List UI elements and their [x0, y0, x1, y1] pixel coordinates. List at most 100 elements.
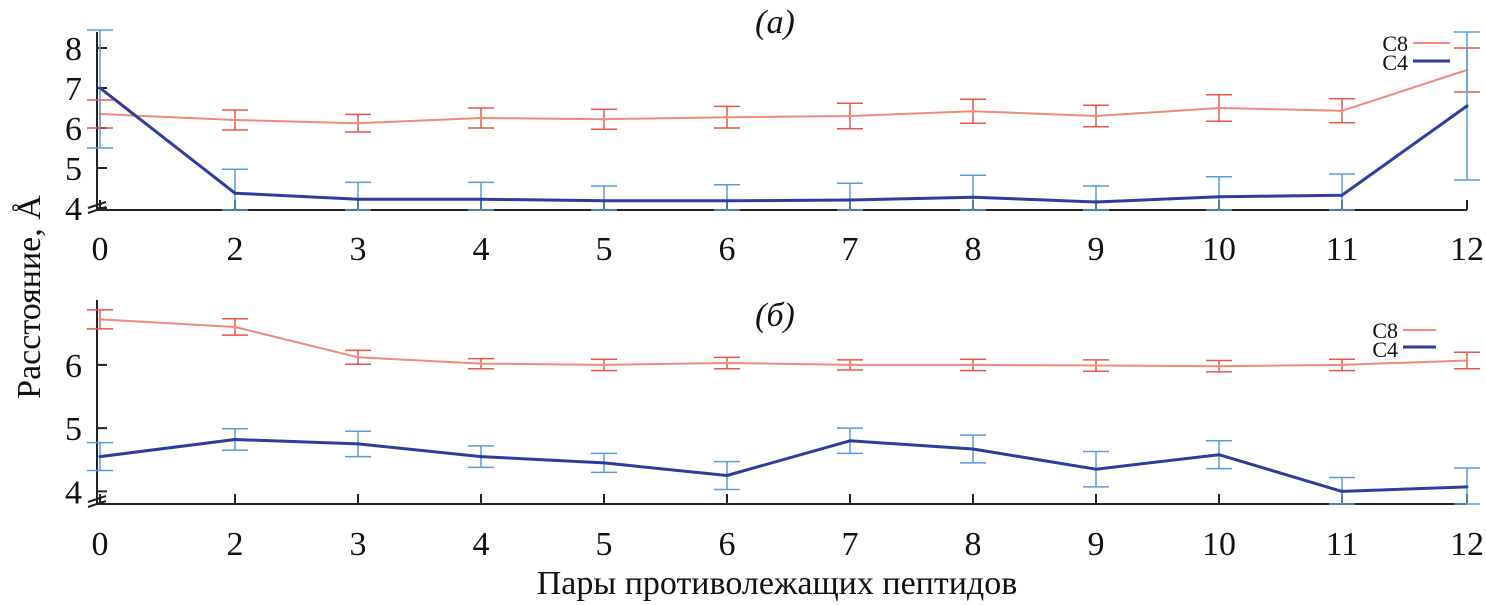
axis-break-marker: [87, 495, 107, 508]
panel-a-legend: C8 C4: [1382, 31, 1450, 75]
series-c8-point: [1217, 106, 1221, 110]
series-c4-point: [233, 438, 237, 441]
series-c4-line: [99, 438, 1468, 493]
series-c4-point: [1217, 453, 1221, 457]
series-c8-point: [233, 325, 237, 329]
x-axis-label: Пары противолежащих пептидов: [537, 565, 1018, 602]
panel-b-axes: 4 5 6: [65, 300, 1468, 511]
x-tick-label: 8: [965, 231, 982, 268]
series-c4-point: [1340, 489, 1344, 493]
series-c4-point: [479, 455, 483, 459]
series-c8-point: [848, 363, 852, 367]
x-tick-label: 8: [965, 526, 982, 563]
series-c8-point: [848, 114, 852, 118]
series-c8-point: [725, 361, 729, 365]
axis-break-stroke: [87, 495, 107, 503]
series-c8-point: [1340, 363, 1344, 367]
series-c4-error-bar: [714, 184, 740, 211]
series-c4-error-bar: [1329, 173, 1355, 211]
x-tick-label: 4: [473, 231, 490, 268]
legend-label-c4: C4: [1382, 50, 1408, 75]
series-c4-line: [99, 86, 1468, 204]
x-tick-label: 4: [473, 526, 490, 563]
series-c8-point: [1465, 359, 1469, 362]
panel-a-title: (а): [755, 4, 795, 41]
series-c8: [87, 309, 1480, 373]
axis-break-stroke: [87, 500, 107, 508]
panel-b-series: [87, 309, 1480, 505]
x-tick-label: 5: [596, 231, 613, 268]
x-tick-label: 10: [1202, 231, 1236, 268]
y-tick-label: 5: [65, 151, 82, 188]
legend-label-c8: C8: [1372, 318, 1398, 343]
series-c8-point: [479, 362, 483, 366]
y-tick-label: 7: [65, 71, 82, 108]
series-c8-point: [356, 121, 360, 125]
panel-b: (б) 4 5 6 C8 C4 0 2 3 4 5 6 7 8 9 10 11 12: [65, 297, 1484, 563]
series-c8-point: [602, 363, 606, 367]
axis-break-stroke: [87, 206, 107, 214]
series-c4-point: [1094, 467, 1098, 471]
series-c4-point: [1217, 195, 1221, 199]
series-c4: [87, 427, 1480, 505]
series-c4-error-bar: [468, 181, 494, 211]
series-c8-point: [971, 109, 975, 113]
y-tick-label: 6: [65, 111, 82, 148]
series-c4-error-bar: [960, 174, 986, 211]
y-tick-label: 6: [65, 348, 82, 385]
x-tick-label: 2: [227, 526, 244, 563]
series-c8-point: [1094, 114, 1098, 118]
series-c4-point: [1465, 485, 1469, 489]
series-c4-point: [725, 199, 729, 203]
series-c8-line: [99, 69, 1468, 125]
series-c4-point: [356, 197, 360, 201]
x-tick-label: 10: [1202, 526, 1236, 563]
x-tick-label: 0: [92, 526, 109, 563]
series-c4-error-bar: [1083, 185, 1109, 211]
series-c4-point: [233, 191, 237, 195]
series-c4-point: [1094, 200, 1098, 204]
y-tick-label: 8: [65, 31, 82, 68]
series-c8-point: [971, 363, 975, 367]
x-tick-label: 5: [596, 526, 613, 563]
series-c4-point: [98, 455, 102, 459]
series-c4-error-bar: [837, 182, 863, 211]
series-c4-point: [1465, 104, 1469, 108]
x-tick-label: 11: [1326, 231, 1359, 268]
series-c8-point: [1217, 364, 1221, 368]
series-c8: [87, 47, 1480, 133]
series-c8-point: [356, 355, 360, 359]
legend-label-c4: C4: [1372, 337, 1398, 362]
series-c4-point: [725, 474, 729, 477]
series-c8-point: [1094, 364, 1098, 367]
x-tick-label: 12: [1450, 526, 1484, 563]
panel-a-series: [87, 29, 1480, 211]
series-c8-point: [479, 116, 483, 120]
series-c4-point: [848, 198, 852, 202]
panel-b-legend: C8 C4: [1372, 318, 1436, 362]
series-c4: [87, 29, 1480, 211]
panel-a-x-tick-labels: 0 2 3 4 5 6 7 8 9 10 11 12: [92, 231, 1485, 268]
series-c4-point: [971, 195, 975, 199]
panel-b-title: (б): [755, 297, 795, 334]
x-tick-label: 9: [1088, 526, 1105, 563]
x-tick-label: 7: [842, 231, 859, 268]
series-c4-point: [479, 197, 483, 201]
series-c4-error-bar: [1206, 176, 1232, 211]
x-tick-label: 2: [227, 231, 244, 268]
series-c4-point: [1340, 193, 1344, 197]
axis-break-stroke: [87, 201, 107, 209]
x-tick-label: 12: [1450, 231, 1484, 268]
x-tick-label: 3: [350, 231, 367, 268]
y-axis-label: Расстояние, Å: [11, 195, 48, 399]
series-c4-error-bar: [222, 168, 248, 211]
x-tick-label: 7: [842, 526, 859, 563]
series-c4-error-bar: [591, 185, 617, 211]
axis-break-marker: [87, 201, 107, 214]
series-c4-error-bar: [345, 181, 371, 211]
series-c4-point: [602, 461, 606, 465]
series-c4-point: [98, 86, 102, 90]
legend-label-c8: C8: [1382, 31, 1408, 56]
